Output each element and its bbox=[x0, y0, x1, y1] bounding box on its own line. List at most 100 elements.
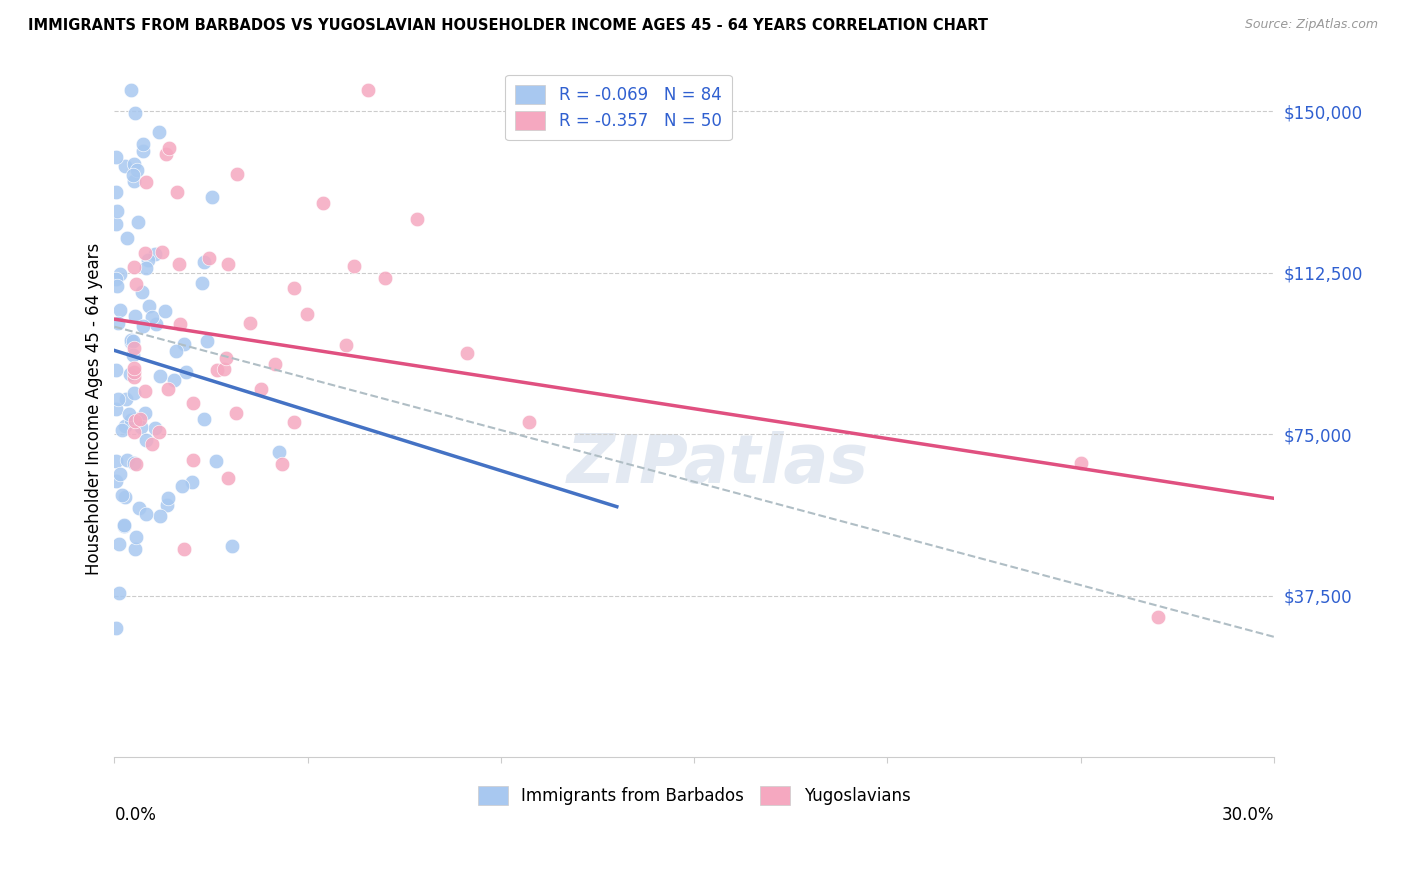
Point bbox=[105, 204, 128, 219]
Point bbox=[105, 272, 128, 286]
Point bbox=[205, 454, 228, 468]
Point bbox=[121, 169, 143, 183]
Point bbox=[148, 125, 170, 139]
Point bbox=[335, 337, 357, 351]
Point bbox=[122, 174, 145, 188]
Point bbox=[120, 335, 142, 350]
Point bbox=[136, 253, 159, 268]
Point bbox=[225, 406, 247, 420]
Point bbox=[108, 537, 131, 551]
Point bbox=[105, 363, 128, 377]
Point bbox=[174, 365, 197, 379]
Point bbox=[132, 319, 155, 334]
Point bbox=[169, 317, 191, 331]
Point bbox=[122, 456, 145, 470]
Point bbox=[107, 316, 129, 330]
Point bbox=[114, 491, 136, 505]
Point bbox=[153, 304, 176, 318]
Point bbox=[173, 336, 195, 351]
Point bbox=[131, 285, 153, 300]
Point bbox=[165, 343, 187, 358]
Point bbox=[115, 231, 138, 245]
Point bbox=[157, 491, 180, 505]
Point bbox=[122, 341, 145, 355]
Point bbox=[167, 256, 190, 270]
Point bbox=[406, 211, 429, 226]
Point bbox=[105, 150, 128, 164]
Point bbox=[517, 416, 540, 430]
Text: Source: ZipAtlas.com: Source: ZipAtlas.com bbox=[1244, 18, 1378, 31]
Point bbox=[108, 586, 131, 600]
Point bbox=[122, 370, 145, 384]
Point bbox=[217, 470, 239, 484]
Point bbox=[105, 217, 128, 231]
Point bbox=[129, 420, 152, 434]
Point bbox=[312, 196, 335, 211]
Point bbox=[120, 368, 142, 382]
Point bbox=[166, 185, 188, 199]
Point bbox=[124, 457, 146, 471]
Point bbox=[283, 281, 305, 295]
Point bbox=[114, 159, 136, 173]
Point bbox=[129, 412, 152, 426]
Point bbox=[107, 392, 129, 406]
Point bbox=[134, 406, 156, 420]
Point bbox=[214, 351, 236, 365]
Point bbox=[283, 415, 305, 429]
Point bbox=[114, 418, 136, 433]
Point bbox=[127, 411, 149, 425]
Text: ZIPatlas: ZIPatlas bbox=[567, 432, 869, 498]
Point bbox=[122, 260, 145, 275]
Point bbox=[221, 539, 243, 553]
Point bbox=[198, 251, 221, 265]
Point bbox=[122, 360, 145, 375]
Point bbox=[1147, 610, 1170, 624]
Point bbox=[108, 303, 131, 318]
Point bbox=[205, 363, 228, 377]
Point bbox=[218, 257, 240, 271]
Point bbox=[105, 185, 128, 199]
Point bbox=[135, 175, 157, 189]
Point bbox=[193, 255, 215, 269]
Point bbox=[156, 499, 179, 513]
Point bbox=[159, 140, 181, 154]
Text: IMMIGRANTS FROM BARBADOS VS YUGOSLAVIAN HOUSEHOLDER INCOME AGES 45 - 64 YEARS CO: IMMIGRANTS FROM BARBADOS VS YUGOSLAVIAN … bbox=[28, 18, 988, 33]
Point bbox=[105, 621, 128, 635]
Point bbox=[141, 310, 163, 325]
Point bbox=[145, 318, 167, 332]
Point bbox=[191, 277, 214, 291]
Point bbox=[122, 364, 145, 378]
Legend: Immigrants from Barbados, Yugoslavians: Immigrants from Barbados, Yugoslavians bbox=[471, 780, 917, 812]
Point bbox=[127, 215, 149, 229]
Point bbox=[124, 309, 146, 323]
Point bbox=[115, 452, 138, 467]
Point bbox=[195, 334, 218, 348]
Point bbox=[120, 333, 142, 347]
Point bbox=[135, 260, 157, 275]
Point bbox=[125, 277, 148, 292]
Point bbox=[250, 382, 273, 396]
Point bbox=[295, 307, 318, 321]
Point bbox=[343, 259, 366, 273]
Point bbox=[141, 437, 163, 451]
Point bbox=[212, 361, 235, 376]
Point bbox=[374, 270, 396, 285]
Point bbox=[148, 509, 170, 524]
Point bbox=[120, 83, 142, 97]
Point bbox=[143, 247, 166, 261]
Point bbox=[134, 384, 156, 399]
Text: 30.0%: 30.0% bbox=[1222, 806, 1274, 824]
Point bbox=[149, 369, 172, 384]
Point bbox=[270, 457, 292, 471]
Point bbox=[122, 386, 145, 401]
Point bbox=[127, 163, 149, 178]
Point bbox=[112, 519, 135, 533]
Point bbox=[134, 246, 156, 260]
Point bbox=[121, 334, 143, 348]
Point bbox=[181, 453, 204, 467]
Point bbox=[456, 345, 478, 359]
Point bbox=[135, 434, 157, 448]
Point bbox=[148, 425, 170, 439]
Point bbox=[138, 299, 160, 313]
Point bbox=[1070, 456, 1092, 470]
